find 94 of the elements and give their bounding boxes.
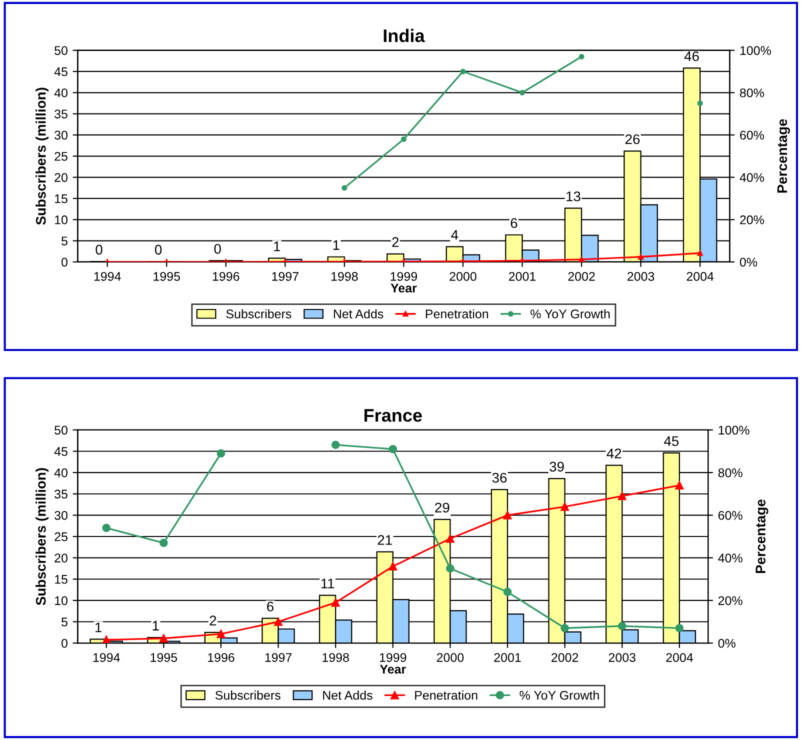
x-tick-label: 2004	[666, 653, 693, 662]
y-tick-label: 15	[55, 575, 68, 584]
y2-tick-label: 0%	[718, 638, 736, 648]
x-tick-label: 2001	[508, 272, 536, 281]
x-tick-label: 1999	[380, 653, 406, 662]
y-tick-label: 0	[62, 258, 68, 267]
y2-tick-label: 80%	[718, 468, 742, 478]
y-tick-label: 15	[55, 194, 68, 204]
x-tick-label: 1995	[150, 653, 178, 662]
x-tick-label: 2004	[686, 272, 714, 281]
y-axis-title: Subscribers (million)	[36, 468, 49, 606]
data-label: 6	[267, 602, 274, 612]
y2-tick-label: 60%	[718, 510, 742, 520]
y2-tick-label: 80%	[740, 88, 764, 98]
x-tick-label: 2002	[552, 653, 578, 662]
y-tick-label: 50	[54, 46, 68, 55]
y-tick-label: 50	[54, 426, 68, 435]
data-label: 46	[684, 51, 699, 62]
y2-tick-label: 100%	[718, 426, 750, 435]
legend-label: Net Adds	[323, 690, 372, 700]
data-label: 1	[274, 242, 280, 252]
x-tick-label: 1998	[331, 272, 358, 281]
x-tick-label: 1996	[212, 272, 240, 281]
x-tick-label: 1994	[94, 272, 121, 281]
x-tick-label: 1998	[322, 653, 349, 662]
data-label: 0	[214, 244, 221, 254]
y-tick-label: 5	[62, 236, 68, 246]
y-axis-title: Subscribers (million)	[36, 88, 49, 225]
y2-tick-label: 20%	[718, 596, 742, 606]
y-tick-label: 5	[62, 618, 68, 626]
data-label: 21	[378, 535, 392, 545]
y-tick-label: 25	[54, 532, 68, 542]
y2-axis-title: Percentage	[777, 119, 790, 193]
legend-label: % YoY Growth	[530, 309, 610, 318]
y-tick-label: 20	[54, 554, 68, 562]
data-label: 26	[625, 134, 640, 144]
data-label: 42	[606, 448, 622, 458]
y-tick-label: 30	[54, 510, 68, 520]
x-tick-label: 1997	[265, 653, 292, 662]
x-axis-title: Year	[390, 284, 417, 293]
x-tick-label: 2000	[450, 272, 476, 281]
y-tick-label: 10	[55, 215, 68, 224]
y-tick-label: 35	[54, 110, 68, 118]
data-label: 0	[154, 244, 162, 255]
data-label: 36	[492, 472, 507, 483]
legend-label: Penetration	[426, 309, 488, 318]
data-label: 2	[392, 237, 399, 247]
data-label: 1	[333, 240, 340, 250]
x-tick-label: 1996	[208, 653, 234, 662]
data-label: 1	[152, 620, 159, 630]
y-tick-label: 20	[54, 173, 68, 182]
data-label: 4	[451, 230, 458, 240]
legend-label: Penetration	[415, 690, 478, 700]
data-label: 2	[210, 616, 216, 626]
x-tick-label: 2002	[568, 272, 595, 281]
y2-axis-title: Percentage	[756, 500, 768, 574]
data-label: 13	[566, 191, 580, 202]
y-tick-label: 30	[54, 130, 68, 140]
y2-tick-label: 0%	[740, 258, 758, 267]
data-label: 11	[321, 578, 334, 588]
y-tick-label: 40	[54, 88, 68, 98]
y-tick-label: 35	[54, 490, 68, 499]
chart-title: India	[384, 28, 425, 42]
x-tick-label: 1997	[272, 272, 298, 281]
data-label: 45	[664, 436, 679, 446]
y-tick-label: 10	[55, 596, 68, 606]
y-tick-label: 45	[54, 67, 68, 76]
legend-label: % YoY Growth	[520, 690, 599, 700]
y2-tick-label: 100%	[740, 46, 771, 55]
legend-label: Subscribers	[215, 690, 280, 700]
y2-tick-label: 40%	[740, 173, 764, 182]
x-tick-label: 1995	[154, 272, 180, 281]
y2-tick-label: 40%	[718, 554, 742, 562]
y-tick-label: 0	[62, 638, 68, 648]
y-tick-label: 40	[54, 468, 68, 478]
x-axis-title: Year	[380, 664, 406, 674]
x-tick-label: 1994	[93, 653, 120, 662]
x-tick-label: 2001	[494, 653, 521, 662]
x-tick-label: 2003	[608, 653, 636, 662]
x-tick-label: 2003	[628, 272, 654, 281]
data-label: 0	[96, 244, 102, 255]
y-tick-label: 25	[54, 152, 68, 161]
data-label: 39	[550, 462, 564, 472]
y-tick-label: 45	[54, 447, 68, 456]
x-tick-label: 1999	[390, 272, 418, 281]
y2-tick-label: 60%	[740, 130, 764, 140]
data-label: 29	[435, 502, 450, 513]
data-label: 1	[96, 622, 102, 632]
y2-tick-label: 20%	[740, 215, 764, 224]
chart-title: France	[364, 409, 422, 422]
legend-label: Subscribers	[226, 309, 292, 318]
data-label: 6	[510, 218, 518, 228]
legend-label: Net Adds	[334, 309, 384, 318]
x-tick-label: 2000	[436, 653, 464, 662]
